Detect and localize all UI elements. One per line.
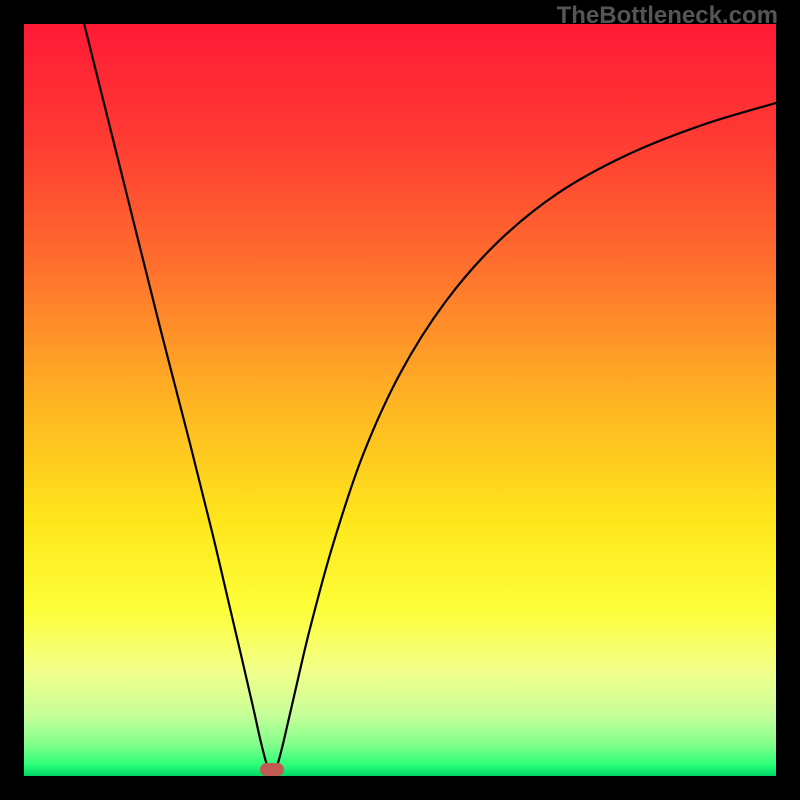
minimum-marker [260,763,284,776]
watermark-text: TheBottleneck.com [557,2,778,30]
bottleneck-curve [24,24,776,776]
plot-area [24,24,776,776]
